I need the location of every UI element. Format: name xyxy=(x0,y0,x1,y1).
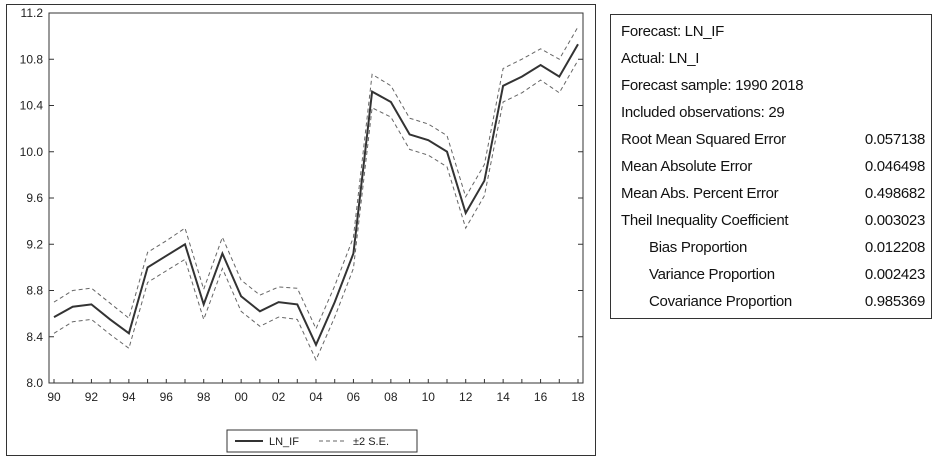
x-tick-label: 92 xyxy=(85,390,99,404)
stat-value: 0.057138 xyxy=(864,131,925,148)
actual-label: Actual: LN_I xyxy=(621,50,700,67)
stat-label: Variance Proportion xyxy=(649,266,775,283)
y-tick-label: 10.8 xyxy=(20,52,44,66)
stat-label: Mean Abs. Percent Error xyxy=(621,185,779,202)
y-tick-label: 9.6 xyxy=(26,191,43,205)
x-tick-label: 96 xyxy=(160,390,174,404)
y-tick-label: 10.4 xyxy=(20,99,44,113)
stat-value: 0.002423 xyxy=(864,266,925,283)
stat-value: 0.985369 xyxy=(864,293,925,310)
x-tick-label: 02 xyxy=(272,390,286,404)
y-tick-label: 8.4 xyxy=(26,330,43,344)
x-tick-label: 00 xyxy=(234,390,248,404)
x-tick-label: 04 xyxy=(309,390,323,404)
forecast-sample-label: Forecast sample: 1990 2018 xyxy=(621,77,804,94)
x-tick-label: 16 xyxy=(534,390,548,404)
legend-label-2se: ±2 S.E. xyxy=(353,436,389,448)
y-tick-label: 8.0 xyxy=(26,376,43,390)
y-tick-label: 9.2 xyxy=(26,237,43,251)
forecast-statistics-box: Forecast: LN_IF Actual: LN_I Forecast sa… xyxy=(610,14,932,319)
y-tick-label: 11.2 xyxy=(21,6,44,20)
series-line-2se-band xyxy=(53,60,579,362)
stat-label: Mean Absolute Error xyxy=(621,158,753,175)
stat-value: 0.003023 xyxy=(864,212,925,229)
stat-value: 0.498682 xyxy=(864,185,925,202)
stat-value: 0.046498 xyxy=(864,158,925,175)
x-tick-label: 90 xyxy=(47,390,61,404)
series-line-2se-band xyxy=(53,26,579,330)
y-tick-label: 8.8 xyxy=(26,284,43,298)
x-tick-label: 10 xyxy=(422,390,436,404)
stat-label: Theil Inequality Coefficient xyxy=(621,212,789,229)
stat-label: Covariance Proportion xyxy=(649,293,792,310)
series-line-ln-if xyxy=(53,43,579,348)
legend-label-ln-if: LN_IF xyxy=(269,436,299,448)
forecast-label: Forecast: LN_IF xyxy=(621,23,725,40)
stat-label: Bias Proportion xyxy=(649,239,748,256)
x-tick-label: 98 xyxy=(197,390,211,404)
included-observations-label: Included observations: 29 xyxy=(621,104,785,121)
y-tick-label: 10.0 xyxy=(20,145,44,159)
x-tick-label: 94 xyxy=(122,390,136,404)
stat-value: 0.012208 xyxy=(864,239,925,256)
x-tick-label: 08 xyxy=(384,390,398,404)
x-tick-label: 14 xyxy=(496,390,510,404)
x-tick-label: 06 xyxy=(347,390,361,404)
forecast-chart-frame: 8.0 8.4 8.8 9.2 9.6 10.0 10.4 10.8 11.2 90 92 94 96 9… xyxy=(6,4,596,456)
forecast-chart: 8.0 8.4 8.8 9.2 9.6 10.0 10.4 10.8 11.2 90 92 94 96 9… xyxy=(20,6,585,453)
x-tick-label: 18 xyxy=(571,390,585,404)
stat-label: Root Mean Squared Error xyxy=(621,131,786,148)
x-tick-label: 12 xyxy=(459,390,473,404)
